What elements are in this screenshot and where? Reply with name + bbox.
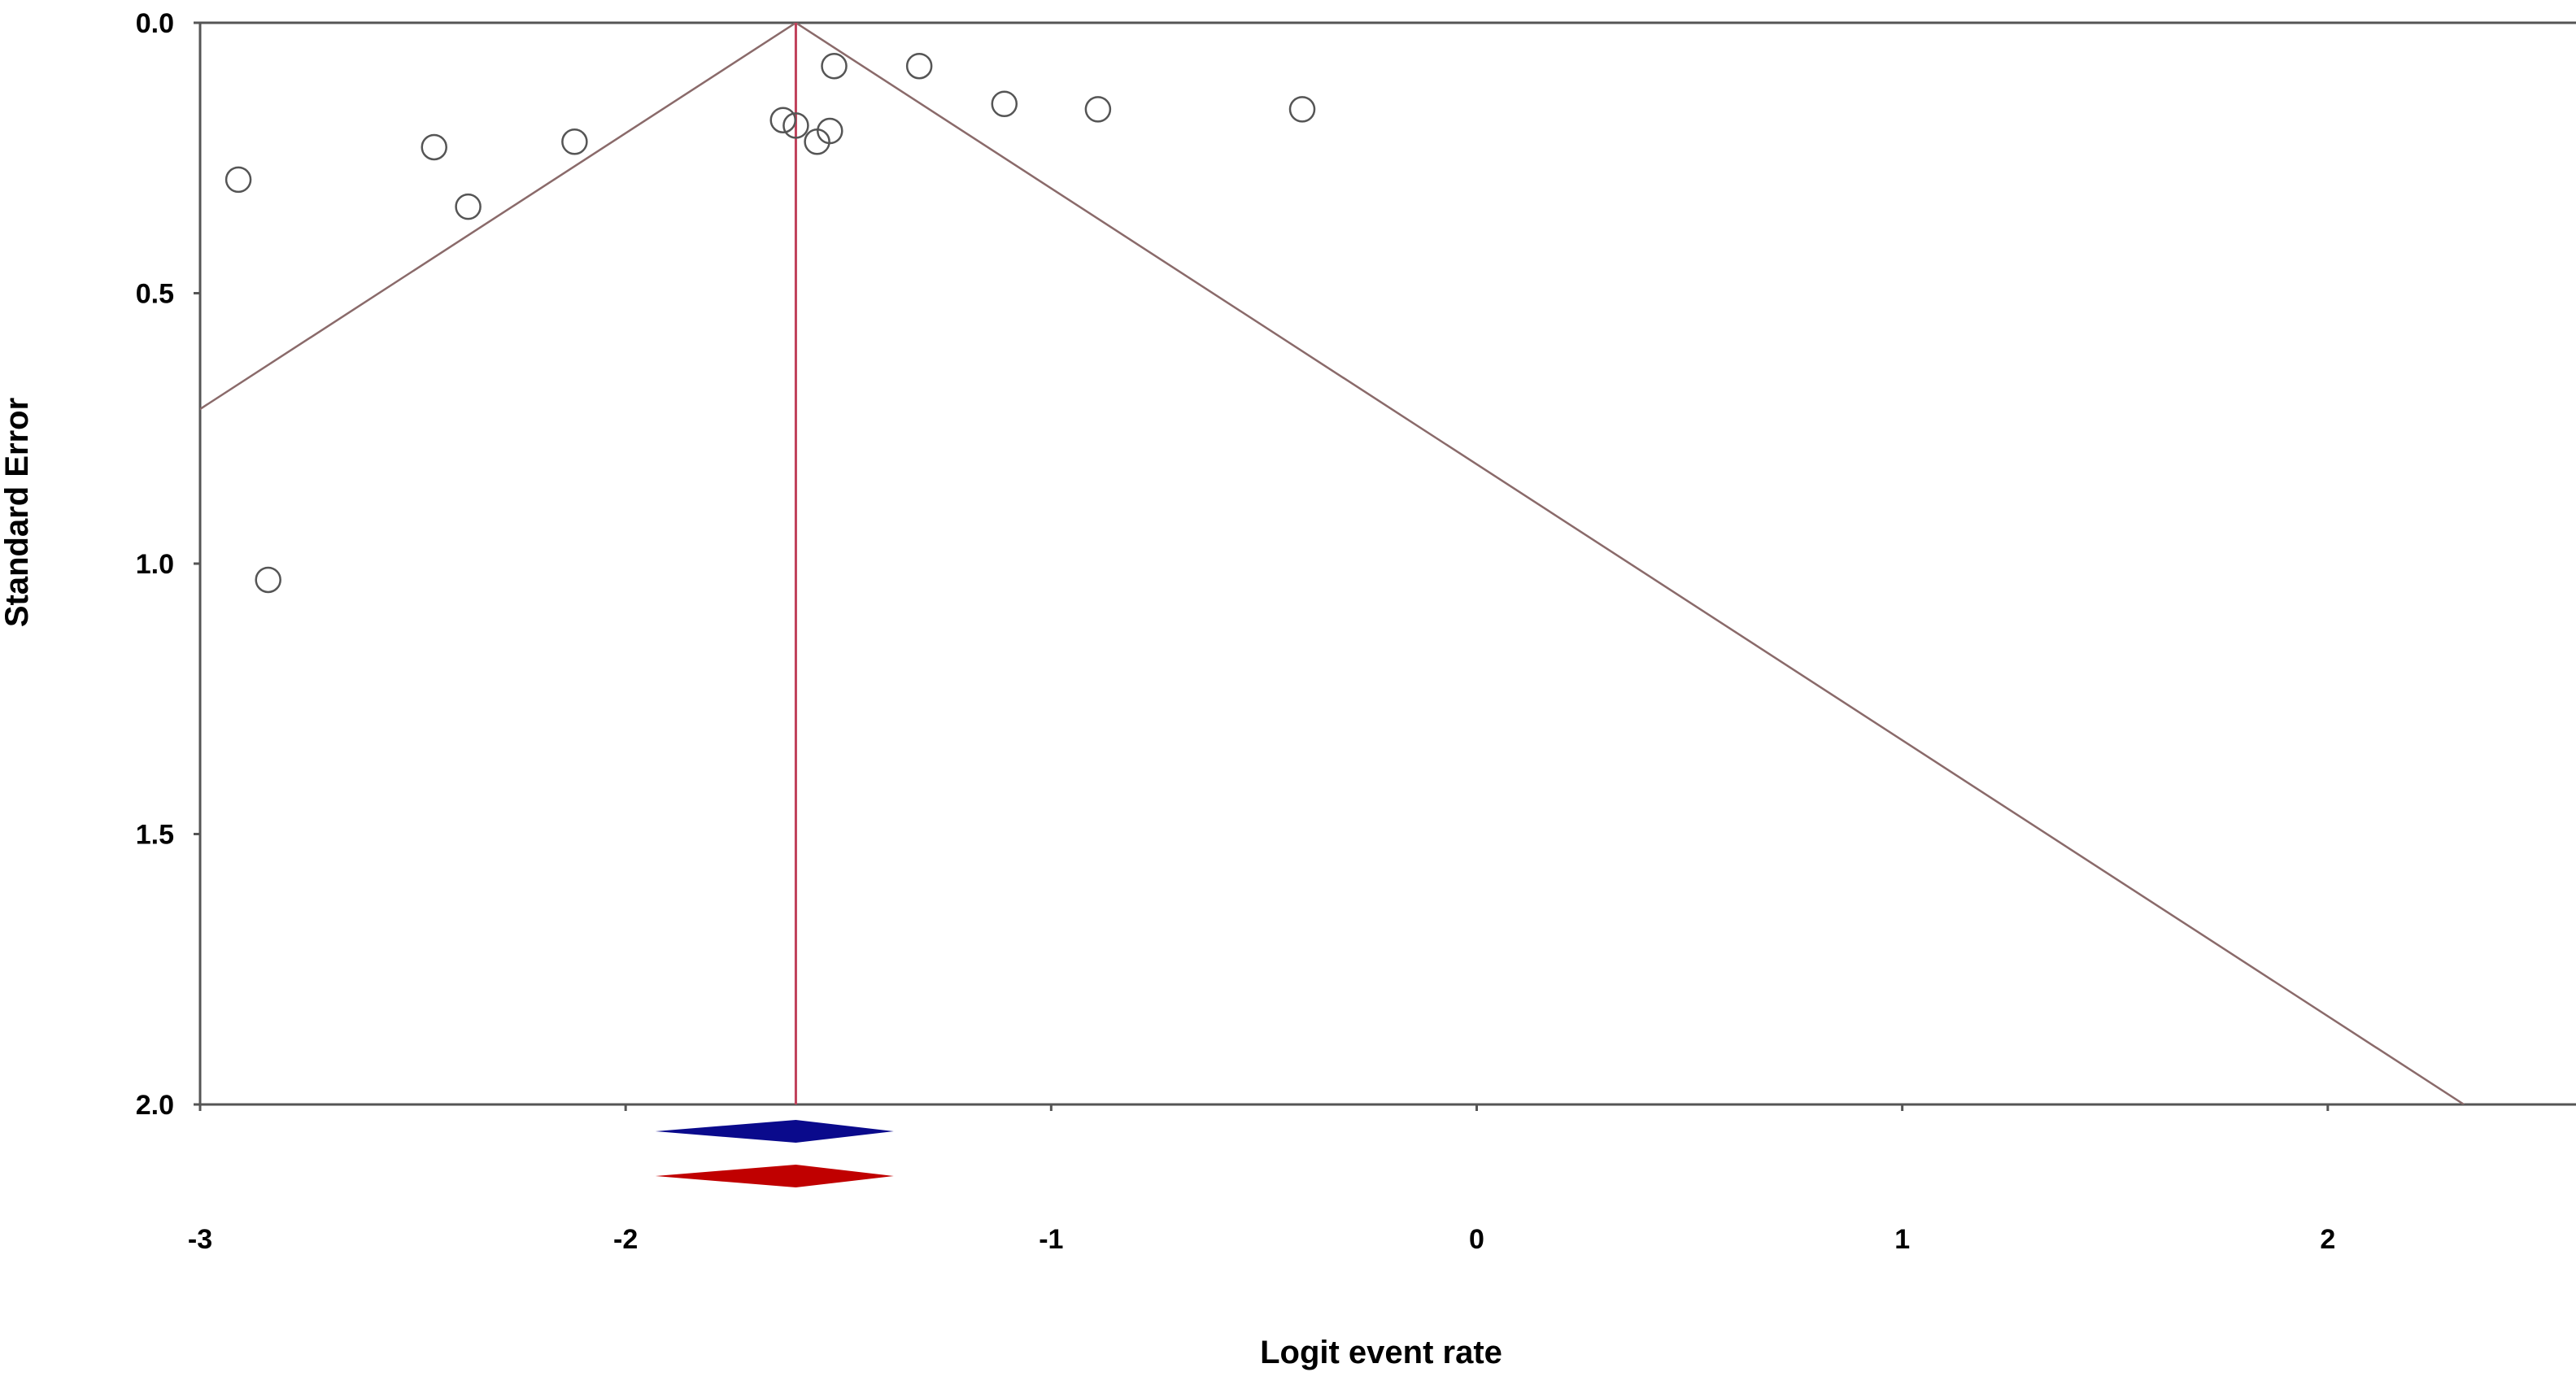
study-point xyxy=(782,112,809,139)
study-point xyxy=(1288,96,1316,123)
x-tick-label: -3 xyxy=(188,1224,212,1255)
x-axis-title: Logit event rate xyxy=(1260,1335,1502,1370)
x-tick-label: -2 xyxy=(613,1224,638,1255)
summary-diamond xyxy=(655,1165,894,1187)
funnel-lines xyxy=(200,23,2465,1104)
study-point xyxy=(769,107,796,133)
summary-diamonds xyxy=(655,1120,894,1187)
y-tick-label: 1.5 xyxy=(136,820,174,851)
study-point xyxy=(561,129,588,155)
study-point xyxy=(455,193,482,220)
study-point xyxy=(991,90,1018,117)
y-tick-label: 1.0 xyxy=(136,549,174,580)
study-points xyxy=(224,52,1316,594)
funnel-line-left xyxy=(200,23,797,411)
x-tick-label: 0 xyxy=(1469,1224,1484,1255)
study-point xyxy=(821,52,848,80)
y-tick-label: 2.0 xyxy=(136,1090,174,1121)
x-tick-label: 1 xyxy=(1894,1224,1910,1255)
study-point xyxy=(1084,96,1112,123)
x-tick-label: 2 xyxy=(2320,1224,2335,1255)
y-axis-title: Standard Error xyxy=(0,398,35,627)
y-tick-label: 0.5 xyxy=(136,279,174,310)
study-point xyxy=(817,117,843,145)
x-axis-ticks: -3-2-10123 xyxy=(188,1104,2335,1255)
study-point xyxy=(905,52,933,80)
summary-diamond xyxy=(655,1120,894,1143)
funnel-line-right xyxy=(795,23,2465,1104)
y-tick-label: 0.0 xyxy=(136,8,174,39)
x-tick-label: -1 xyxy=(1039,1224,1063,1255)
study-point xyxy=(421,133,447,161)
y-axis-ticks: 0.0 0.5 1.0 1.5 2.0 xyxy=(136,8,200,1121)
plot-frame xyxy=(198,21,2576,1106)
study-point xyxy=(255,566,281,594)
study-point xyxy=(224,166,252,194)
